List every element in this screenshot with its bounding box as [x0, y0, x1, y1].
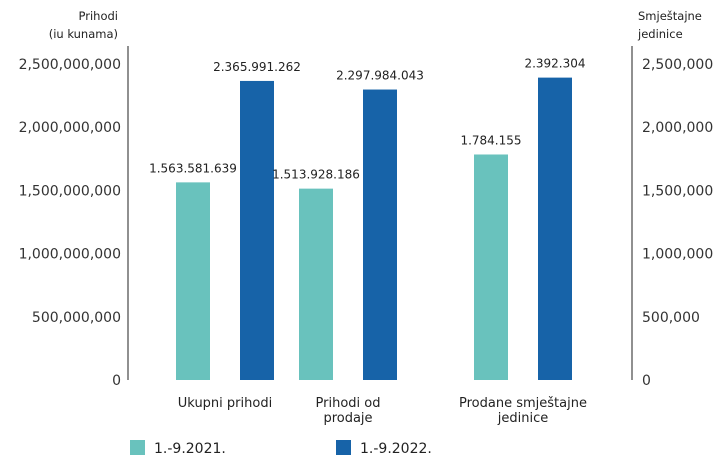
left-tick-label: 1,000,000,000	[19, 247, 121, 263]
bars	[176, 77, 572, 380]
right-axis-title-line-2: jedinice	[637, 27, 683, 41]
left-axis-title-line-1: Prihodi	[79, 9, 118, 23]
bar-2021	[474, 154, 508, 380]
data-labels: 1.563.581.639 2.365.991.262 1.513.928.186 2…	[149, 57, 585, 182]
left-tick-label: 2,000,000,000	[19, 120, 121, 136]
left-tick-label: 2,500,000,000	[19, 57, 121, 73]
category-label: prodaje	[323, 411, 372, 426]
left-axis-ticks: 0 500,000,000 1,000,000,000 1,500,000,000 2,…	[19, 57, 121, 389]
bar-2022	[363, 89, 397, 380]
bar-2021	[299, 188, 333, 380]
bar-value-label: 2.365.991.262	[213, 60, 301, 74]
bar-2021	[176, 182, 210, 380]
legend: 1.-9.2021. 1.-9.2022.	[130, 440, 432, 457]
legend-label: 1.-9.2021.	[154, 441, 226, 457]
right-tick-label: 1,500,000	[642, 183, 713, 199]
legend-swatch	[336, 440, 351, 455]
right-tick-label: 2,000,000	[642, 120, 713, 136]
right-tick-label: 1,000,000	[642, 247, 713, 263]
right-tick-label: 0	[642, 373, 651, 389]
left-tick-label: 1,500,000,000	[19, 183, 121, 199]
category-label: jedinice	[497, 411, 548, 426]
bar-value-label: 1.563.581.639	[149, 161, 237, 175]
category-label: Prihodi od	[316, 396, 381, 411]
right-axis-ticks: 0 500,000 1,000,000 1,500,000 2,000,000 2,500…	[642, 57, 713, 389]
left-tick-label: 500,000,000	[32, 310, 121, 326]
right-axis-title: Smještajne jedinice	[637, 9, 702, 41]
right-tick-label: 2,500,000	[642, 57, 713, 73]
bar-value-label: 1.784.155	[460, 133, 521, 147]
bar-value-label: 2.392.304	[524, 57, 585, 71]
bar-value-label: 1.513.928.186	[272, 168, 360, 182]
left-axis-title: Prihodi (iu kunama)	[49, 9, 118, 41]
category-label: Ukupni prihodi	[178, 396, 272, 411]
category-label: Prodane smještajne	[459, 396, 587, 411]
legend-label: 1.-9.2022.	[360, 441, 432, 457]
bar-2022	[538, 77, 572, 380]
bar-2022	[240, 80, 274, 380]
left-tick-label: 0	[112, 373, 121, 389]
bar-value-label: 2.297.984.043	[336, 69, 424, 83]
legend-swatch	[130, 440, 145, 455]
left-axis-title-line-2: (iu kunama)	[49, 27, 118, 41]
right-axis-title-line-1: Smještajne	[638, 9, 702, 23]
right-tick-label: 500,000	[642, 310, 700, 326]
